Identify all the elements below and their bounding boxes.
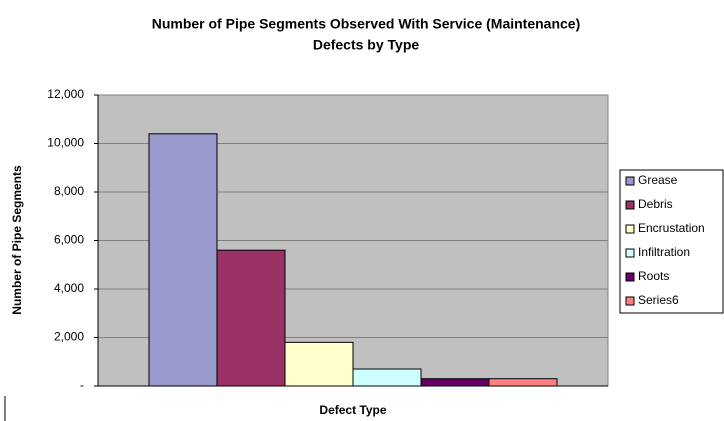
x-axis-label: Defect Type bbox=[319, 403, 386, 417]
legend-label: Series6 bbox=[638, 293, 679, 307]
chart-title: Defects by Type bbox=[313, 37, 420, 53]
legend-swatch bbox=[625, 248, 635, 258]
legend-label: Encrustation bbox=[638, 221, 705, 235]
y-tick-label: 6,000 bbox=[54, 233, 84, 247]
legend-label: Grease bbox=[638, 173, 678, 187]
legend-box bbox=[619, 169, 724, 314]
y-tick-label: 8,000 bbox=[54, 184, 84, 198]
legend-swatch bbox=[625, 224, 635, 234]
y-axis-label: Number of Pipe Segments bbox=[10, 165, 24, 315]
bar bbox=[284, 341, 354, 387]
bar bbox=[488, 378, 558, 387]
bar bbox=[148, 133, 218, 387]
legend-swatch bbox=[625, 200, 635, 210]
legend-label: Roots bbox=[638, 269, 669, 283]
y-tick-label: 12,000 bbox=[47, 87, 84, 101]
chart-title: Number of Pipe Segments Observed With Se… bbox=[152, 16, 581, 32]
y-tick-label: 2,000 bbox=[54, 330, 84, 344]
y-tick-label: - bbox=[80, 378, 84, 392]
y-tick-label: 10,000 bbox=[47, 136, 84, 150]
legend-swatch bbox=[625, 296, 635, 306]
bar bbox=[352, 368, 422, 387]
bar bbox=[420, 378, 490, 387]
y-tick-label: 4,000 bbox=[54, 281, 84, 295]
legend-swatch bbox=[625, 176, 635, 186]
bar bbox=[216, 249, 286, 387]
legend-swatch bbox=[625, 272, 635, 282]
legend-label: Infiltration bbox=[638, 245, 690, 259]
legend-label: Debris bbox=[638, 197, 673, 211]
